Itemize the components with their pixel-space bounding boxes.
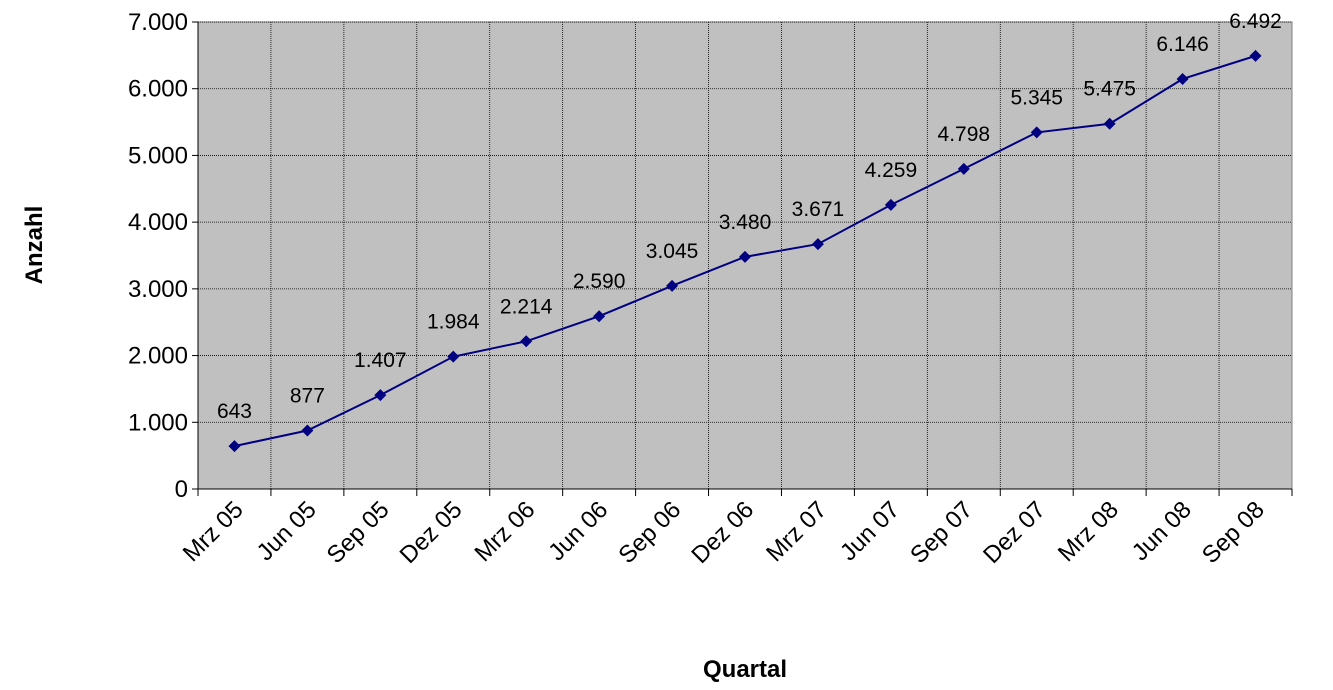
series-group	[228, 49, 1262, 453]
x-tick-label: Sep 06	[613, 496, 686, 569]
y-tick-label: 0	[175, 476, 188, 503]
data-label: 5.475	[1083, 78, 1136, 101]
y-tick-label: 1.000	[128, 409, 188, 436]
y-axis-title: Anzahl	[21, 206, 48, 285]
data-label: 1.407	[354, 349, 407, 372]
data-labels: 643 877 1.407 1.984 2.214 2.590 3.045 3.480 3.67…	[217, 10, 1282, 423]
data-point-marker	[228, 440, 241, 453]
data-point-marker	[1176, 72, 1189, 85]
y-tick-label: 7.000	[128, 9, 188, 36]
axes	[192, 21, 1293, 496]
data-label: 6.492	[1229, 10, 1282, 33]
data-point-marker	[884, 198, 897, 211]
x-tick-label: Jun 07	[835, 496, 905, 566]
x-axis-title: Quartal	[703, 656, 787, 683]
data-point-marker	[301, 424, 314, 437]
data-label: 3.671	[792, 198, 845, 221]
data-point-marker	[811, 238, 824, 251]
data-point-marker	[957, 162, 970, 175]
data-label: 4.259	[865, 159, 918, 182]
y-tick-label: 3.000	[128, 276, 188, 303]
data-label: 3.480	[719, 211, 772, 234]
data-point-marker	[374, 389, 387, 402]
data-point-marker	[593, 310, 606, 323]
x-tick-label: Jun 05	[252, 496, 322, 566]
y-tick-label: 4.000	[128, 209, 188, 236]
x-tick-label: Mrz 05	[178, 496, 249, 567]
data-label: 3.045	[646, 240, 699, 263]
x-tick-label: Dez 05	[395, 496, 468, 569]
data-label: 877	[290, 384, 325, 407]
x-tick-label: Jun 08	[1127, 496, 1197, 566]
y-tick-label: 5.000	[128, 142, 188, 169]
x-tick-label: Sep 05	[322, 496, 395, 569]
gridlines	[198, 21, 1292, 489]
data-label: 5.345	[1010, 86, 1063, 109]
y-tick-label: 2.000	[128, 343, 188, 370]
x-tick-label: Sep 07	[905, 496, 978, 569]
data-point-marker	[1249, 49, 1262, 62]
x-tick-label: Mrz 06	[469, 496, 540, 567]
data-label: 4.798	[938, 123, 991, 146]
y-axis-ticks: 0 1.000 2.000 3.000 4.000 5.000 6.000 7.000	[128, 9, 188, 503]
y-tick-label: 6.000	[128, 76, 188, 103]
data-point-marker	[666, 279, 679, 292]
data-label: 2.214	[500, 295, 553, 318]
data-point-marker	[739, 250, 751, 263]
data-label: 643	[217, 400, 252, 423]
data-label: 1.984	[427, 311, 480, 334]
x-tick-label: Mrz 08	[1053, 496, 1124, 567]
data-point-marker	[447, 350, 460, 363]
data-label: 6.146	[1156, 33, 1209, 56]
data-point-marker	[1030, 126, 1043, 139]
x-axis-ticks: Mrz 05 Jun 05 Sep 05 Dez 05 Mrz 06 Jun 06 Sep …	[178, 496, 1270, 569]
x-tick-label: Dez 07	[978, 496, 1051, 569]
x-tick-label: Sep 08	[1197, 496, 1270, 569]
data-label: 2.590	[573, 270, 626, 293]
data-point-marker	[1103, 117, 1116, 130]
x-tick-label: Mrz 07	[761, 496, 832, 567]
x-tick-label: Jun 06	[543, 496, 613, 566]
data-point-marker	[520, 335, 533, 348]
x-tick-label: Dez 06	[686, 496, 759, 569]
